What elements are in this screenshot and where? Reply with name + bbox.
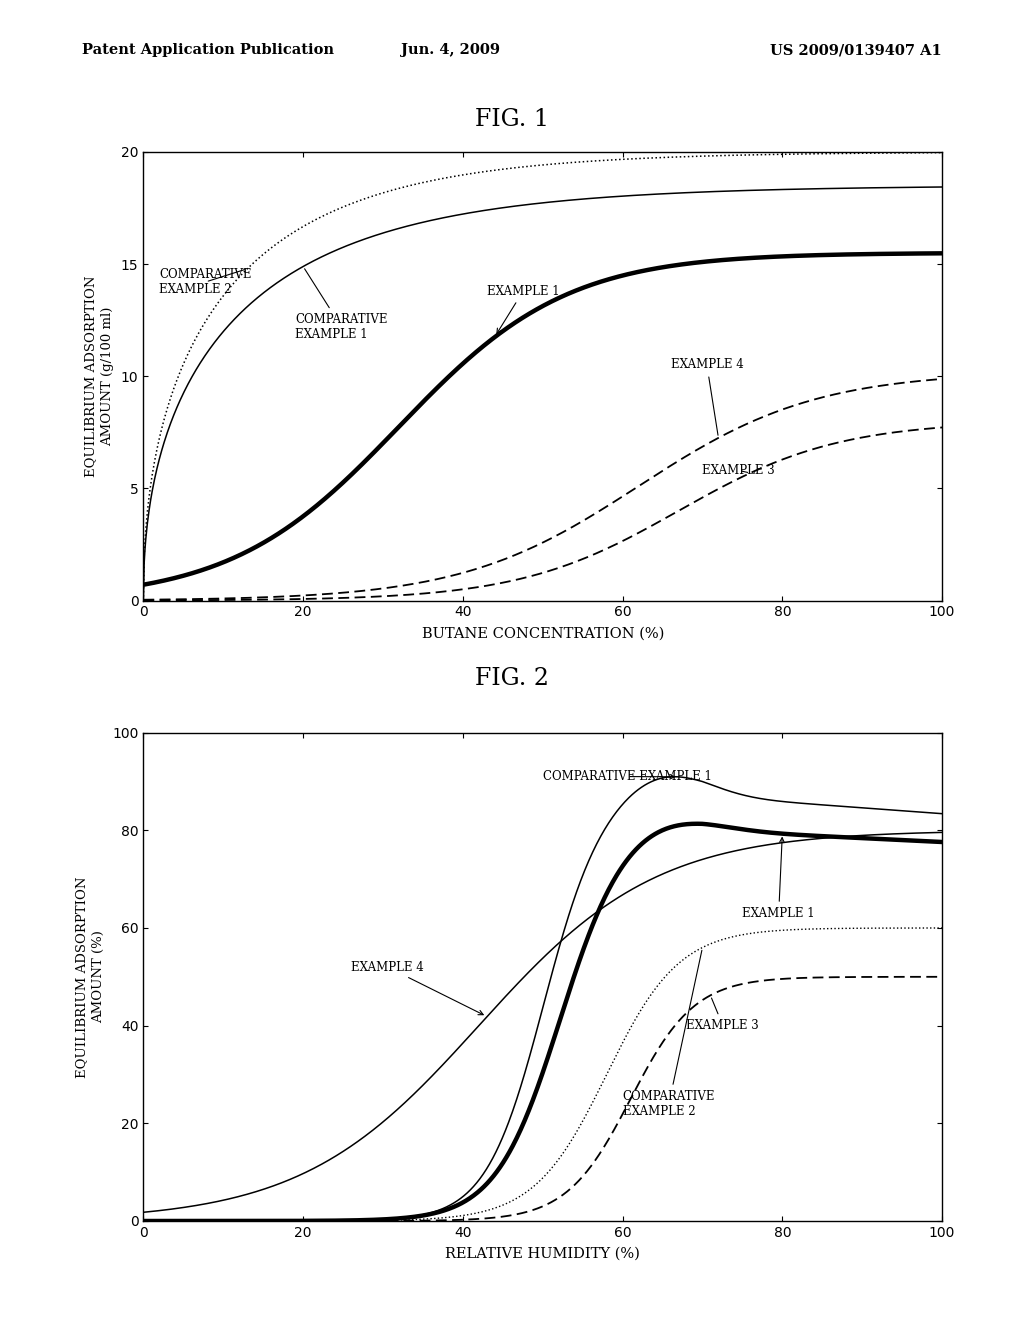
Y-axis label: EQUILIBRIUM ADSORPTION
AMOUNT (%): EQUILIBRIUM ADSORPTION AMOUNT (%) xyxy=(75,876,105,1077)
Text: EXAMPLE 1: EXAMPLE 1 xyxy=(742,838,815,920)
Text: Jun. 4, 2009: Jun. 4, 2009 xyxy=(401,44,500,57)
Text: COMPARATIVE
EXAMPLE 1: COMPARATIVE EXAMPLE 1 xyxy=(295,269,388,341)
Text: COMPARATIVE
EXAMPLE 2: COMPARATIVE EXAMPLE 2 xyxy=(623,950,715,1118)
Text: EXAMPLE 1: EXAMPLE 1 xyxy=(486,285,559,334)
Text: FIG. 2: FIG. 2 xyxy=(475,667,549,689)
Text: COMPARATIVE
EXAMPLE 2: COMPARATIVE EXAMPLE 2 xyxy=(160,268,252,296)
Text: EXAMPLE 3: EXAMPLE 3 xyxy=(702,463,775,477)
Y-axis label: EQUILIBRIUM ADSORPTION
AMOUNT (g/100 ml): EQUILIBRIUM ADSORPTION AMOUNT (g/100 ml) xyxy=(84,276,114,477)
Text: US 2009/0139407 A1: US 2009/0139407 A1 xyxy=(770,44,942,57)
X-axis label: RELATIVE HUMIDITY (%): RELATIVE HUMIDITY (%) xyxy=(445,1247,640,1261)
Text: EXAMPLE 4: EXAMPLE 4 xyxy=(671,359,743,436)
Text: EXAMPLE 4: EXAMPLE 4 xyxy=(351,961,483,1015)
Text: Patent Application Publication: Patent Application Publication xyxy=(82,44,334,57)
Text: FIG. 1: FIG. 1 xyxy=(475,108,549,131)
Text: EXAMPLE 3: EXAMPLE 3 xyxy=(686,998,759,1032)
X-axis label: BUTANE CONCENTRATION (%): BUTANE CONCENTRATION (%) xyxy=(422,627,664,640)
Text: COMPARATIVE EXAMPLE 1: COMPARATIVE EXAMPLE 1 xyxy=(543,770,712,783)
